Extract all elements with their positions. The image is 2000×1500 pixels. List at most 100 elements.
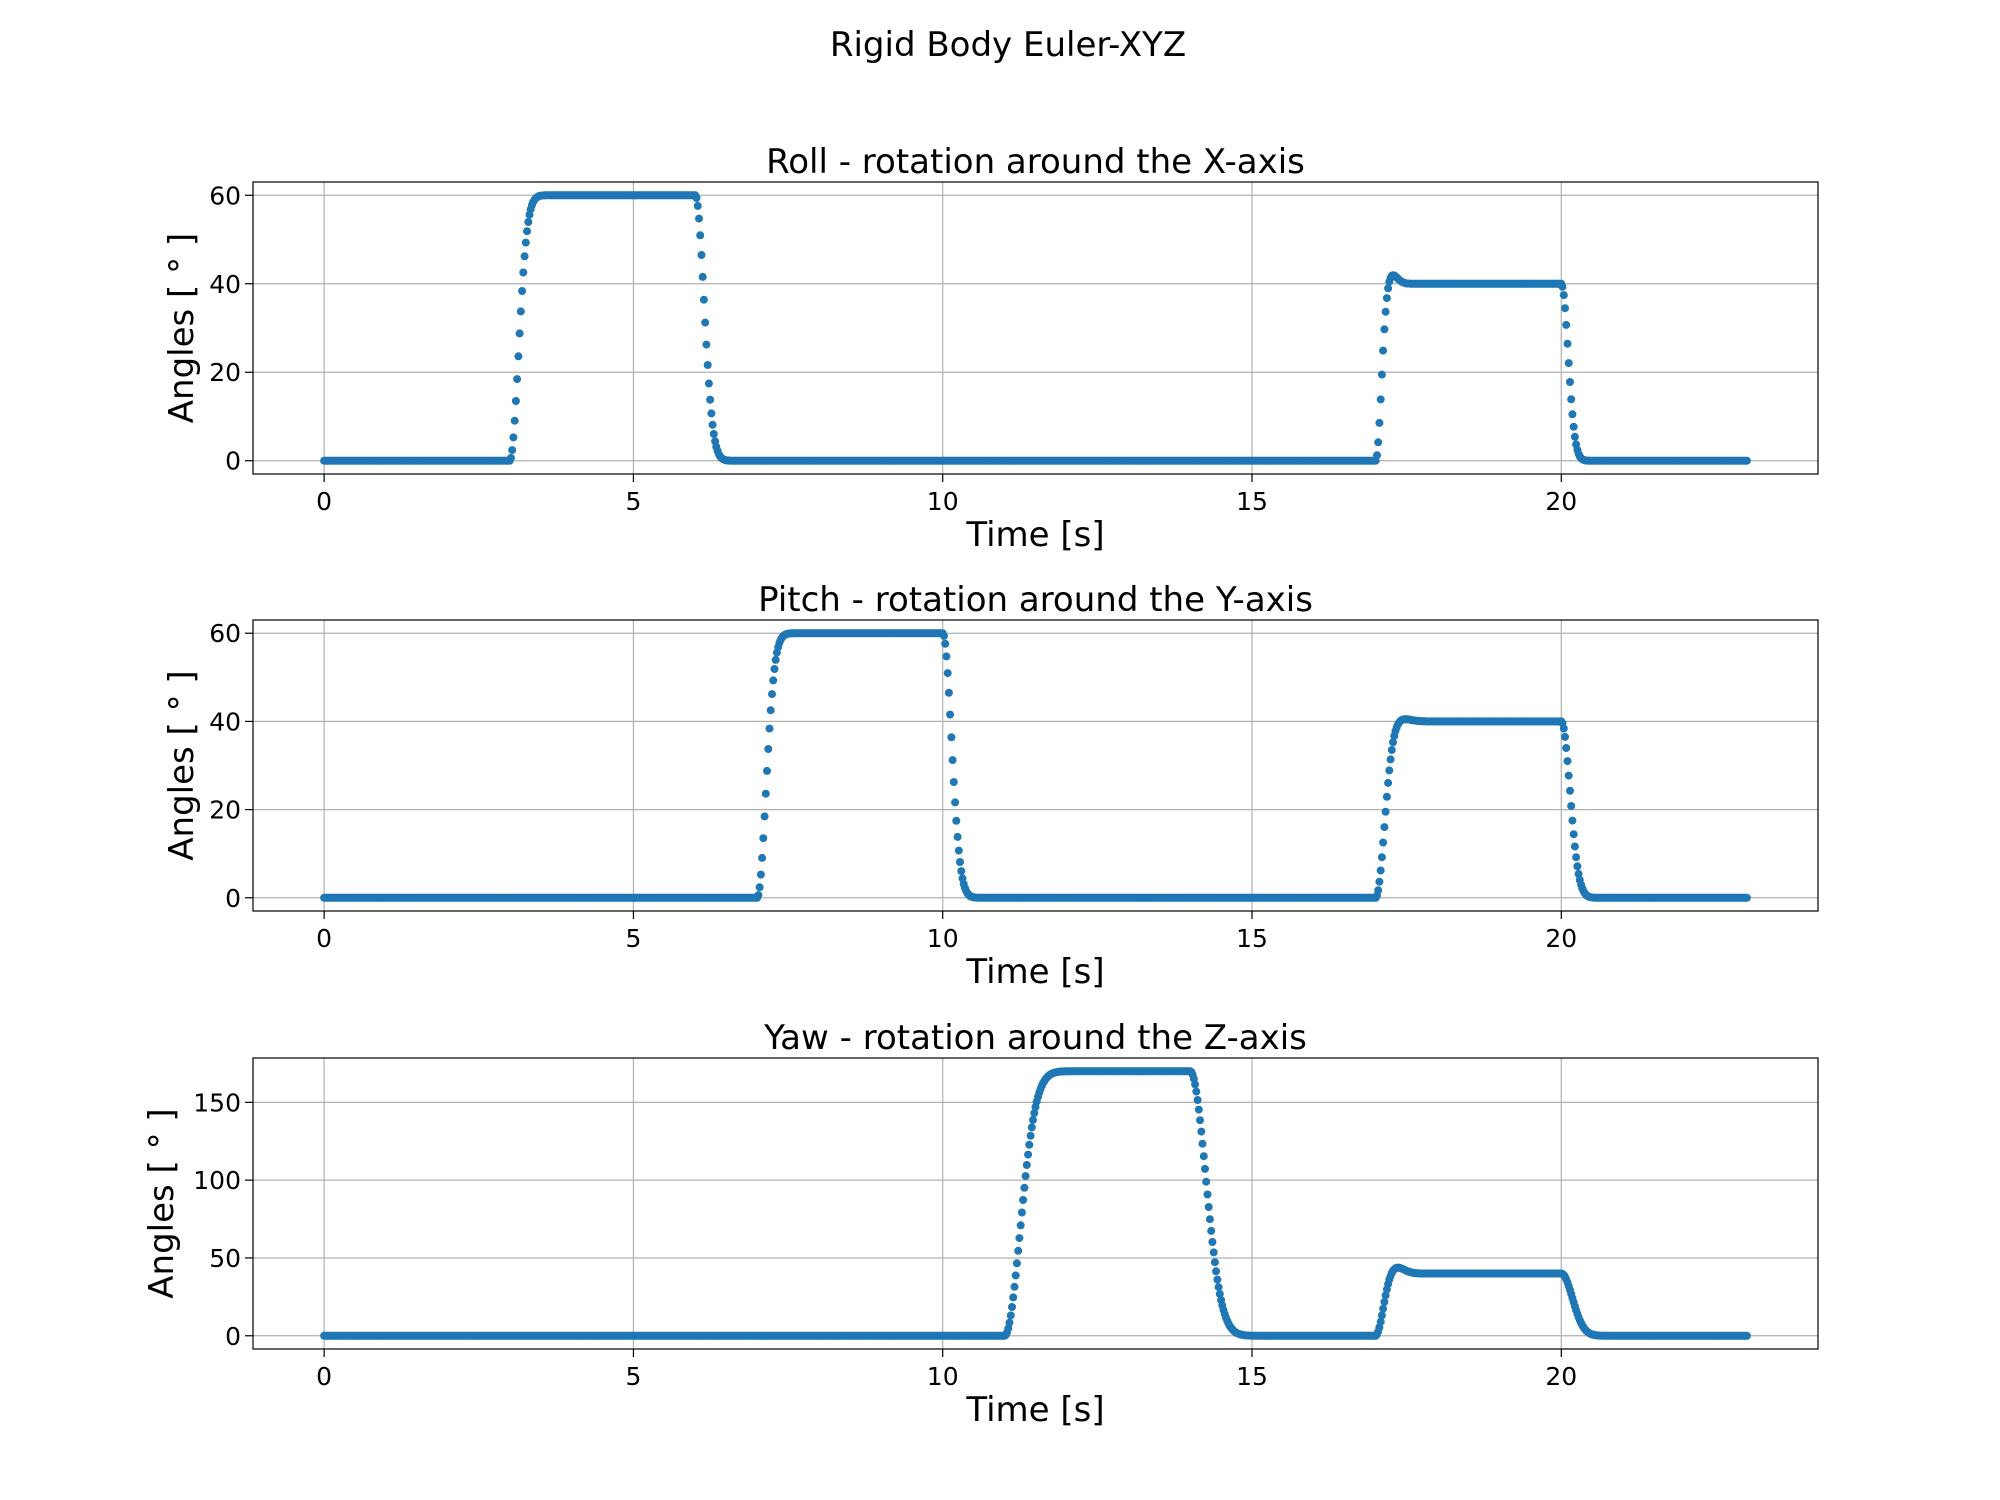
data-point (1374, 886, 1383, 895)
data-point (1379, 838, 1388, 847)
data-point (1015, 1234, 1024, 1243)
data-point (1561, 304, 1569, 313)
data-point (1742, 456, 1751, 465)
data-point (1559, 724, 1568, 733)
y-tick-label: 0 (225, 447, 241, 476)
data-point (1198, 1139, 1207, 1148)
data-point (1380, 1297, 1389, 1306)
data-point (1202, 1177, 1211, 1186)
data-point (524, 218, 533, 226)
data-point (1192, 1087, 1201, 1096)
data-point (1208, 1238, 1217, 1246)
data-point (703, 361, 712, 369)
data-point (1030, 1109, 1039, 1118)
data-point (951, 798, 960, 807)
axes-frame (252, 181, 1819, 475)
data-point (956, 858, 964, 866)
y-tick-label: 40 (209, 270, 241, 299)
x-tick-label: 20 (1545, 924, 1577, 953)
data-point (523, 227, 531, 236)
data-point (946, 710, 955, 719)
y-tick-label: 40 (209, 707, 241, 736)
data-point (770, 665, 779, 673)
data-point (953, 832, 962, 841)
y-tick-label: 20 (209, 358, 241, 387)
data-point (942, 652, 951, 661)
series-points (320, 191, 1751, 465)
data-point (1564, 771, 1573, 780)
y-tick-label: 100 (193, 1166, 241, 1195)
data-point (1382, 792, 1391, 801)
data-point (944, 688, 953, 697)
data-point (1568, 410, 1577, 419)
data-point (706, 395, 715, 404)
data-point (1376, 1317, 1385, 1326)
data-point (1009, 1293, 1018, 1302)
data-point (1384, 284, 1393, 293)
data-point (1389, 738, 1397, 747)
x-tick-label: 0 (316, 924, 332, 953)
subplot-title: Yaw - rotation around the Z-axis (763, 1018, 1307, 1058)
figure-title: Rigid Body Euler-XYZ (830, 25, 1186, 65)
data-point (1020, 1183, 1029, 1192)
data-point (1209, 1248, 1218, 1257)
data-point (1742, 1331, 1751, 1340)
data-point (509, 433, 518, 442)
data-point (521, 238, 530, 247)
data-point (1568, 816, 1577, 825)
data-point (511, 397, 520, 405)
data-point (518, 287, 527, 295)
data-point (1203, 1190, 1212, 1199)
y-tick-label: 20 (209, 796, 241, 825)
data-point (954, 846, 963, 855)
data-point (1375, 877, 1384, 886)
data-point (755, 883, 764, 892)
data-point (1024, 1150, 1033, 1159)
data-point (1574, 869, 1583, 878)
data-point (1377, 370, 1386, 379)
data-point (510, 416, 519, 425)
data-point (1014, 1246, 1023, 1255)
y-tick-label: 50 (209, 1244, 241, 1273)
x-tick-label: 5 (625, 1362, 641, 1391)
data-point (947, 733, 956, 742)
series-points (320, 1067, 1751, 1340)
data-point (1570, 432, 1579, 441)
data-point (952, 816, 961, 825)
data-point (704, 379, 713, 388)
data-point (695, 214, 703, 223)
data-point (1010, 1282, 1019, 1291)
data-point (519, 268, 528, 277)
data-point (1563, 339, 1572, 348)
data-point (768, 690, 776, 699)
y-tick-label: 60 (209, 181, 241, 210)
data-point (1566, 378, 1574, 386)
x-tick-label: 15 (1236, 487, 1268, 516)
data-point (506, 454, 515, 462)
data-point (1011, 1271, 1020, 1280)
data-point (948, 756, 957, 765)
subplot-1: 0 5 10 15 20 0 20 40 60 Roll - rotation around th… (162, 142, 1819, 555)
data-point (1564, 359, 1573, 368)
data-point (1558, 282, 1567, 291)
x-tick-label: 5 (625, 924, 641, 953)
data-point (1385, 766, 1394, 775)
data-point (1017, 1208, 1026, 1217)
data-point (520, 252, 529, 261)
x-tick-label: 20 (1545, 1362, 1577, 1391)
data-point (702, 340, 711, 349)
data-point (1201, 1164, 1209, 1173)
data-point (513, 375, 522, 384)
data-point (1210, 1258, 1219, 1267)
data-point (696, 231, 705, 240)
y-tick-label: 150 (193, 1088, 241, 1117)
data-point (516, 307, 525, 316)
data-point (1027, 1123, 1036, 1132)
data-point (1199, 1152, 1208, 1161)
x-axis-label: Time [s] (965, 952, 1104, 992)
data-point (698, 272, 707, 281)
data-point (514, 352, 523, 361)
data-point (1381, 307, 1390, 316)
data-point (1022, 1161, 1031, 1169)
data-point (763, 766, 771, 775)
